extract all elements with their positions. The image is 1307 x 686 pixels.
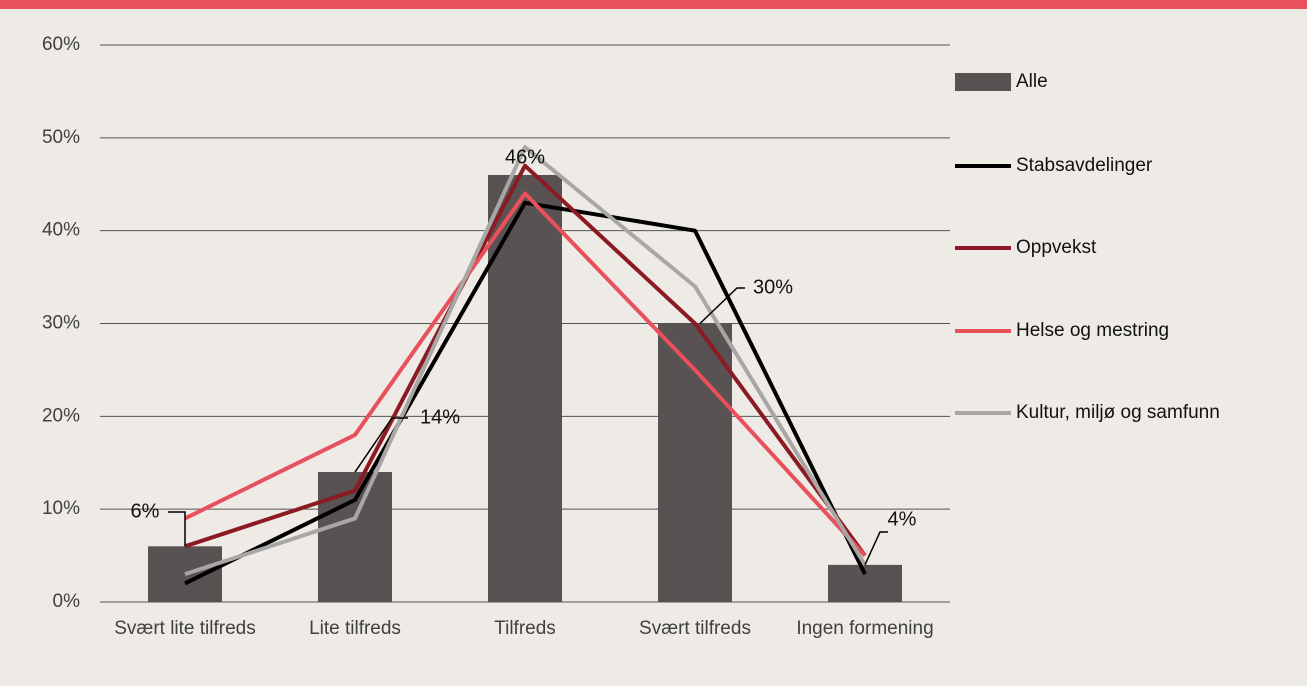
leader-line [354, 417, 408, 473]
bar [658, 323, 732, 602]
legend-label: Oppvekst [1016, 237, 1097, 258]
line [184, 145, 867, 577]
x-tick-label: Lite tilfreds [309, 618, 401, 639]
y-tick-label: 0% [53, 591, 81, 612]
top-band [0, 0, 1307, 9]
legend-label: Helse og mestring [1016, 320, 1169, 341]
y-tick-label: 30% [42, 313, 80, 334]
x-tick-label: Tilfreds [494, 618, 556, 639]
leader-line [168, 511, 186, 547]
data-label: 30% [753, 276, 793, 298]
bar [318, 472, 392, 602]
legend-label: Alle [1016, 71, 1048, 92]
line [184, 163, 867, 557]
legend-label: Stabsavdelinger [1016, 155, 1153, 176]
y-tick-label: 10% [42, 498, 80, 519]
x-tick-label: Ingen formening [796, 618, 934, 639]
y-tick-label: 60% [42, 34, 80, 55]
x-tick-label: Svært lite tilfreds [114, 618, 256, 639]
x-tick-label: Svært tilfreds [639, 618, 751, 639]
data-label: 46% [505, 146, 545, 168]
legend-swatch [955, 73, 1011, 91]
y-tick-label: 40% [42, 220, 80, 241]
line [184, 191, 867, 557]
legend-label: Kultur, miljø og samfunn [1016, 402, 1220, 423]
y-tick-label: 50% [42, 127, 80, 148]
bar [488, 174, 562, 602]
line [184, 200, 867, 586]
data-label: 6% [131, 500, 160, 522]
y-tick-label: 20% [42, 405, 80, 426]
leader-line [864, 531, 888, 566]
data-label: 14% [420, 406, 460, 428]
leader-line [699, 287, 745, 325]
data-label: 4% [888, 508, 917, 530]
